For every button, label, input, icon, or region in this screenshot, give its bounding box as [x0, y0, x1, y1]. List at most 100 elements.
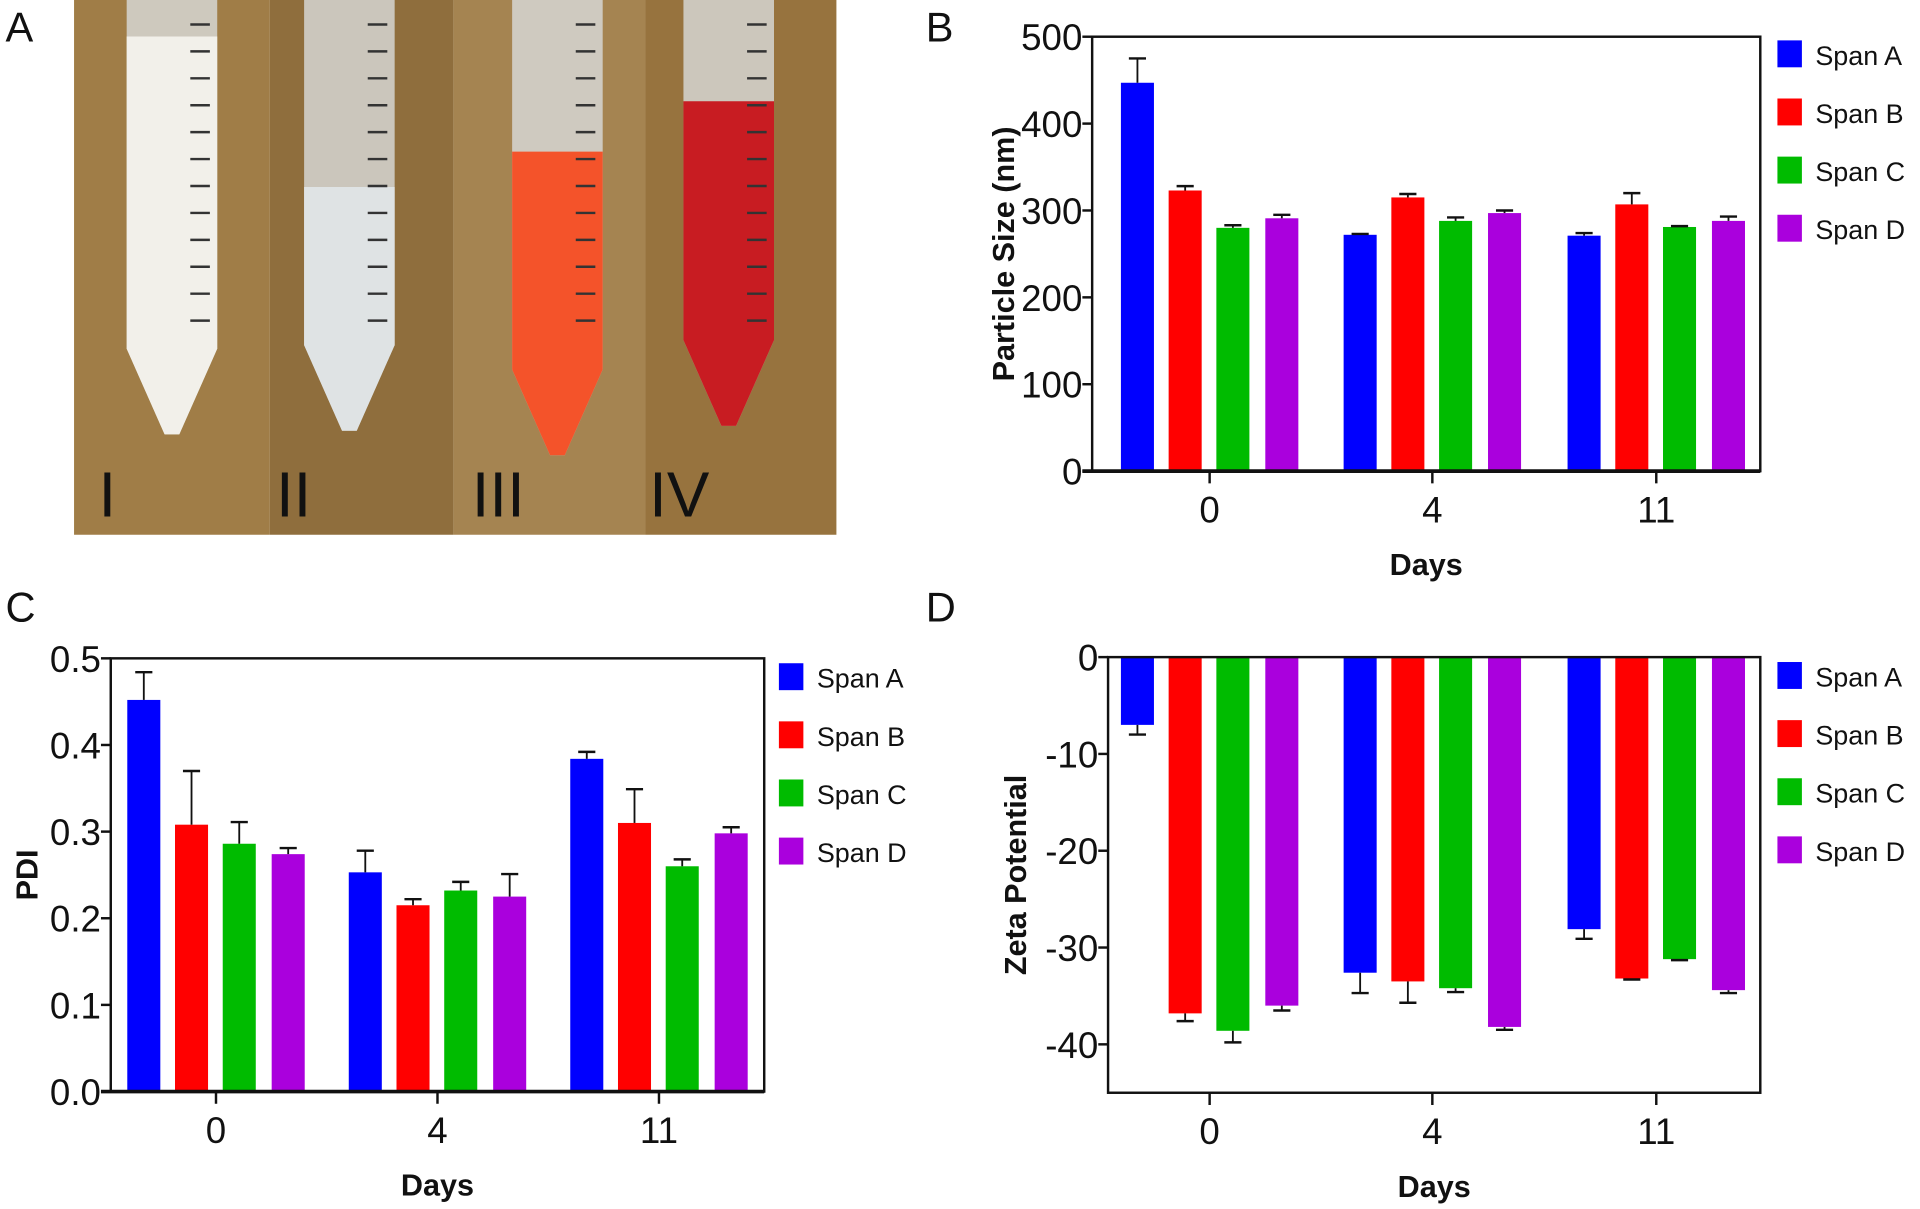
bar-span-a-day-11	[570, 758, 604, 1092]
bar-span-a-day-0	[1120, 82, 1154, 472]
tube-liquid	[304, 187, 395, 431]
panel-label-c: C	[6, 584, 36, 631]
y-tick-label: -20	[1045, 831, 1098, 872]
x-tick-label: 4	[1422, 1111, 1442, 1152]
x-tick-label: 11	[1637, 1111, 1675, 1152]
y-tick-label: 0	[1078, 638, 1098, 679]
legend-swatch	[1777, 214, 1802, 242]
plot-frame	[1106, 655, 1762, 1094]
x-tick-label: 0	[1199, 1111, 1219, 1152]
y-tick-label: 300	[1021, 191, 1082, 232]
y-tick-label: 0.4	[50, 725, 101, 766]
chart-pdi: 0.0 0.1 0.2 0.3 0.4 0.5 0 4 11 Days PDI Span A Span …	[10, 639, 906, 1203]
y-tick-label: 0	[1062, 452, 1082, 493]
legend-label: Span B	[1815, 99, 1903, 129]
bar-span-a-day-11	[1567, 235, 1601, 472]
legend-swatch	[1777, 720, 1802, 748]
legend-swatch	[1777, 98, 1802, 126]
legend-label: Span C	[1815, 779, 1905, 809]
y-tick-label: 0.5	[50, 639, 101, 680]
bar-span-c-day-0	[1216, 657, 1250, 1031]
legend-swatch	[1777, 156, 1802, 184]
y-tick-label: 400	[1021, 104, 1082, 145]
legend-label: Span D	[1815, 837, 1905, 867]
legend-swatch	[1777, 778, 1802, 806]
bar-span-c-day-11	[1663, 657, 1697, 960]
y-axis-label: Particle Size (nm)	[987, 126, 1021, 381]
chart-particle-size: 0 100 200 300 400 500 0 4 11 Days Particle Size (n…	[987, 17, 1905, 582]
x-tick-label: 4	[1422, 490, 1442, 531]
legend-label: Span B	[1815, 721, 1903, 751]
x-axis-label: Days	[401, 1169, 474, 1203]
legend-swatch	[778, 663, 804, 691]
legend-swatch	[778, 721, 804, 749]
tube-liquid	[683, 101, 774, 426]
tube-liquid	[126, 36, 218, 435]
y-tick-label: 100	[1021, 365, 1082, 406]
y-tick-label: 500	[1021, 17, 1082, 58]
y-tick-label: 200	[1021, 278, 1082, 319]
bar-span-b-day-0	[175, 824, 209, 1092]
bar-span-c-day-4	[1439, 220, 1473, 472]
bar-span-b-day-0	[1168, 190, 1202, 472]
bar-span-c-day-11	[1663, 226, 1697, 472]
legend-swatch	[1777, 662, 1802, 689]
y-tick-label: -30	[1045, 928, 1098, 969]
legend-label: Span A	[1815, 41, 1902, 71]
bar-span-b-day-4	[1391, 197, 1425, 472]
bar-span-a-day-0	[127, 699, 161, 1092]
y-tick-label: 0.2	[50, 899, 101, 940]
legend-label: Span C	[1815, 157, 1905, 187]
tube-label: III	[472, 459, 525, 530]
tube-label: IV	[649, 459, 710, 530]
bar-span-b-day-4	[396, 905, 430, 1092]
bar-span-a-day-0	[1120, 657, 1154, 725]
bar-span-d-day-4	[1488, 213, 1522, 472]
bar-span-a-day-4	[1343, 657, 1377, 973]
y-tick-label: -10	[1045, 734, 1098, 775]
bar-span-c-day-4	[444, 890, 478, 1092]
bar-span-d-day-11	[714, 833, 748, 1092]
bar-span-b-day-11	[1615, 204, 1649, 472]
y-axis-label: Zeta Potential	[999, 775, 1033, 976]
legend-label: Span D	[817, 838, 907, 868]
bar-span-d-day-0	[271, 854, 305, 1092]
legend-swatch	[778, 779, 804, 807]
legend-label: Span A	[817, 664, 904, 694]
bar-span-d-day-0	[1265, 218, 1299, 472]
bar-span-d-day-11	[1711, 220, 1745, 472]
x-tick-label: 11	[1637, 490, 1675, 531]
bar-span-d-day-0	[1265, 657, 1299, 1006]
x-axis-label: Days	[1398, 1170, 1471, 1204]
panel-label-b: B	[926, 4, 954, 51]
x-axis-label: Days	[1390, 548, 1463, 582]
bar-span-b-day-11	[1615, 657, 1649, 979]
x-tick-label: 0	[206, 1110, 226, 1151]
legend-label: Span B	[817, 722, 905, 752]
bar-span-a-day-4	[348, 872, 382, 1092]
bar-span-b-day-11	[617, 822, 652, 1092]
x-tick-label: 4	[427, 1110, 447, 1151]
tube-label: I	[99, 459, 117, 530]
tube-photo: I II III IV	[74, 0, 837, 535]
x-tick-label: 11	[640, 1110, 678, 1151]
bar-span-c-day-11	[665, 866, 699, 1092]
bar-span-d-day-4	[1488, 657, 1522, 1027]
bar-span-b-day-4	[1391, 657, 1425, 982]
legend-label: Span A	[1815, 662, 1902, 692]
bar-span-c-day-0	[222, 843, 256, 1092]
bar-span-c-day-0	[1216, 227, 1250, 472]
legend-swatch	[1777, 40, 1802, 68]
chart-zeta-potential: 0 -10 -20 -30 -40 0 4 11 Days Zeta Potential Span …	[999, 638, 1905, 1204]
bar-span-d-day-11	[1711, 657, 1745, 991]
y-tick-label: 0.1	[50, 985, 101, 1026]
bar-span-a-day-4	[1343, 234, 1377, 472]
tube-label: II	[276, 459, 311, 530]
x-tick-label: 0	[1199, 490, 1219, 531]
y-tick-label: -40	[1045, 1025, 1098, 1066]
bar-span-c-day-4	[1439, 657, 1473, 989]
bar-span-b-day-0	[1168, 657, 1202, 1014]
legend-swatch	[778, 837, 804, 865]
bar-span-a-day-11	[1567, 657, 1601, 930]
